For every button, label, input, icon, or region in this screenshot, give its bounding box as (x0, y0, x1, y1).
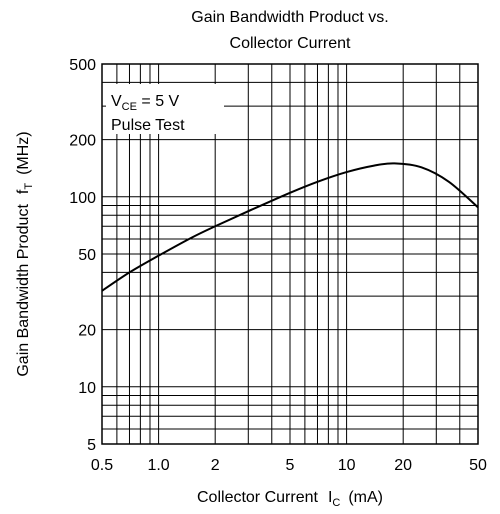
y-tick-label: 200 (69, 133, 96, 150)
y-axis-label-sub: T (23, 183, 35, 190)
y-tick-label: 50 (78, 247, 96, 264)
annotation-background (106, 84, 224, 134)
annotation-test: Pulse Test (111, 117, 185, 134)
x-axis-label-symbol: I (328, 489, 332, 506)
y-axis-label-symbol: f (15, 189, 32, 194)
y-axis-label-unit: (MHz) (15, 131, 32, 175)
plot-frame (101, 63, 479, 445)
y-tick-label: 5 (87, 437, 96, 454)
annotation-condition-symbol: V (111, 93, 122, 110)
y-tick-label: 10 (78, 380, 96, 397)
y-axis-label-text: Gain Bandwidth Product (15, 204, 32, 377)
y-tick-label: 100 (69, 190, 96, 207)
chart-title-line1: Gain Bandwidth Product vs. (191, 9, 388, 26)
y-tick-label: 20 (78, 323, 96, 340)
x-tick-label: 2 (211, 457, 220, 474)
x-tick-label: 1.0 (147, 457, 169, 474)
series-line (101, 162, 479, 292)
x-axis-label: Collector Current IC (mA) (197, 489, 383, 509)
annotation-condition: VCE = 5 V (111, 93, 180, 113)
x-tick-label: 0.5 (91, 457, 113, 474)
x-tick-label: 50 (469, 457, 487, 474)
x-tick-label: 20 (394, 457, 412, 474)
x-tick-label: 5 (286, 457, 295, 474)
chart-title-line2: Collector Current (230, 35, 351, 52)
annotation-condition-value: = 5 V (137, 93, 180, 110)
x-axis-label-text: Collector Current (197, 489, 318, 506)
y-tick-label: 500 (69, 57, 96, 74)
annotation-box: VCE = 5 V Pulse Test (106, 84, 224, 134)
x-axis-label-sub: C (332, 497, 340, 509)
x-axis-label-unit: (mA) (348, 489, 383, 506)
x-tick-label: 10 (338, 457, 356, 474)
tick-labels: 0.5 1.0 2 5 10 20 50 5 10 20 50 100 200 500 (69, 57, 487, 474)
annotation-condition-sub: CE (122, 101, 137, 113)
y-axis-label: Gain Bandwidth Product fT (MHz) (15, 131, 35, 376)
